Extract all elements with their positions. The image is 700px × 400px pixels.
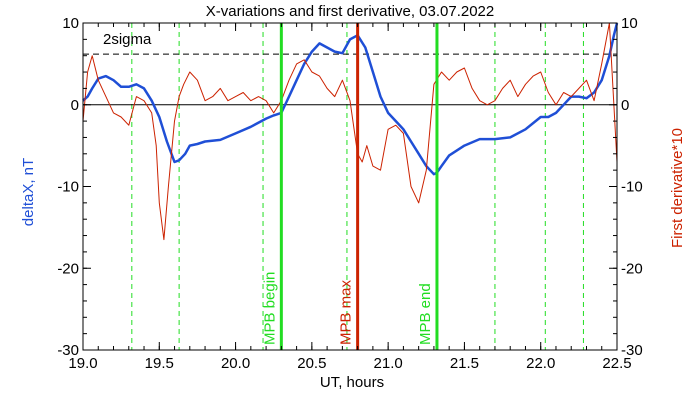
event-label: MPB end bbox=[417, 283, 434, 345]
threshold-label: 2sigma bbox=[103, 31, 152, 48]
event-label: MPB max bbox=[338, 279, 355, 345]
y-axis-label-left: deltaX, nT bbox=[20, 158, 37, 226]
x-tick-label: 22.0 bbox=[526, 355, 555, 372]
y-tick-label-right: -10 bbox=[621, 179, 643, 196]
x-tick-label: 21.0 bbox=[374, 355, 403, 372]
x-tick-label: 22.5 bbox=[602, 355, 631, 372]
x-tick-label: 21.5 bbox=[450, 355, 479, 372]
x-tick-label: 20.5 bbox=[297, 355, 326, 372]
plot-area: 2sigma MPB begin MPB max MPB end 19.0 19.5 20.… bbox=[57, 15, 642, 372]
y-axis-label-right: First derivative*10 bbox=[669, 128, 686, 248]
x-axis-label: UT, hours bbox=[320, 374, 384, 391]
event-label: MPB begin bbox=[261, 272, 278, 345]
chart-title: X-variations and first derivative, 03.07… bbox=[206, 3, 495, 20]
series-derivative-line bbox=[82, 22, 618, 241]
y-tick-label-left: -20 bbox=[57, 260, 79, 277]
y-tick-label-left: 10 bbox=[62, 15, 79, 32]
y-tick-label-right: 10 bbox=[621, 15, 638, 32]
y-tick-label-right: 0 bbox=[621, 97, 629, 114]
y-tick-label-left: -30 bbox=[57, 342, 79, 359]
x-tick-label: 19.0 bbox=[68, 355, 97, 372]
y-tick-label-left: 0 bbox=[71, 97, 79, 114]
y-tick-label-right: -30 bbox=[621, 342, 643, 359]
y-tick-label-left: -10 bbox=[57, 179, 79, 196]
x-tick-label: 20.0 bbox=[221, 355, 250, 372]
y-tick-label-right: -20 bbox=[621, 260, 643, 277]
x-tick-label: 19.5 bbox=[145, 355, 174, 372]
series-deltax-line bbox=[82, 22, 619, 176]
